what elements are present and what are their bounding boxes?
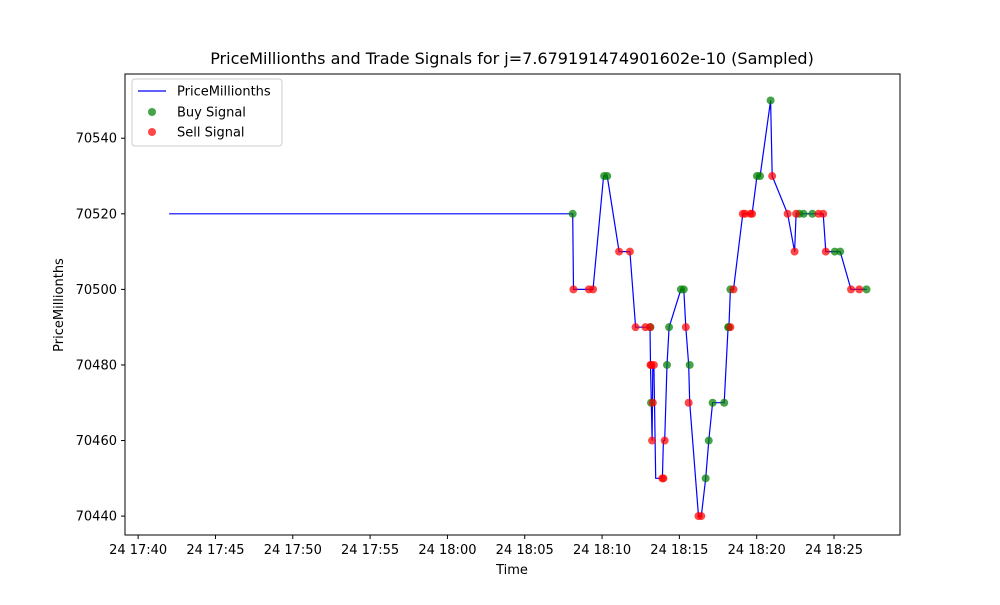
buy-signal-point xyxy=(665,323,674,332)
plot-frame xyxy=(124,73,901,536)
buy-signal-point xyxy=(685,360,694,369)
sell-signal-point xyxy=(821,247,830,256)
sell-signal-point xyxy=(649,360,658,369)
x-tick-label: 24 17:45 xyxy=(186,543,244,558)
buy-signal-point xyxy=(568,209,577,218)
legend-dot-swatch xyxy=(148,108,156,116)
price-line xyxy=(169,100,867,517)
buy-signal-point xyxy=(756,172,765,181)
buy-signal-point xyxy=(720,398,729,407)
sell-signal-point xyxy=(790,247,799,256)
x-tick-label: 24 18:10 xyxy=(573,543,631,558)
y-tick-label: 70520 xyxy=(76,207,117,222)
sell-signal-point xyxy=(569,285,578,294)
legend-dot-swatch xyxy=(148,128,156,136)
sell-signal-point xyxy=(819,209,828,218)
buy-signal-point xyxy=(808,209,817,218)
sell-signal-point xyxy=(589,285,598,294)
x-tick-label: 24 17:55 xyxy=(341,543,399,558)
sell-signal-point xyxy=(847,285,856,294)
buy-signal-point xyxy=(708,398,717,407)
x-tick-label: 24 18:00 xyxy=(418,543,476,558)
y-tick-label: 70500 xyxy=(76,283,117,298)
buy-signal-point xyxy=(663,360,672,369)
y-axis-label: PriceMillionths xyxy=(52,258,67,352)
y-tick-label: 70460 xyxy=(76,434,117,449)
x-tick-label: 24 18:05 xyxy=(496,543,554,558)
x-tick-label: 24 18:15 xyxy=(650,543,708,558)
buy-signal-point xyxy=(679,285,688,294)
buy-signal-point xyxy=(799,209,808,218)
sell-signal-point xyxy=(855,285,864,294)
sell-signal-point xyxy=(648,436,657,445)
sell-signal-point xyxy=(625,247,634,256)
buy-signal-point xyxy=(603,172,612,181)
sell-signal-point xyxy=(748,209,757,218)
buy-signal-point xyxy=(701,474,710,483)
chart-title: PriceMillionths and Trade Signals for j=… xyxy=(210,49,814,68)
sell-signal-point xyxy=(660,436,669,445)
sell-signal-point xyxy=(697,512,706,521)
x-axis-label: Time xyxy=(495,563,528,578)
sell-signal-point xyxy=(646,323,654,332)
x-tick-label: 24 18:25 xyxy=(805,543,863,558)
sell-signal-point xyxy=(684,398,693,407)
buy-signal-point xyxy=(836,247,845,256)
chart-legend: PriceMillionths Buy Signal Sell Signal xyxy=(131,78,283,147)
y-tick-label: 70440 xyxy=(76,510,117,525)
sell-signal-point xyxy=(631,323,640,332)
buy-signal-point xyxy=(704,436,713,445)
sell-signal-point xyxy=(615,247,624,256)
sell-signal-point xyxy=(792,209,801,218)
sell-signal-point xyxy=(681,323,690,332)
sell-signal-point xyxy=(659,474,668,483)
sell-signal-point xyxy=(648,398,657,407)
legend-label: Sell Signal xyxy=(177,126,245,141)
x-tick-label: 24 17:40 xyxy=(109,543,167,558)
legend-label: Buy Signal xyxy=(177,106,246,121)
x-tick-label: 24 18:20 xyxy=(728,543,786,558)
sell-signal-point xyxy=(729,285,738,294)
buy-signal-point xyxy=(766,96,775,105)
sell-signal-point xyxy=(726,323,735,332)
buy-signal-point xyxy=(862,285,871,294)
sell-signal-point xyxy=(783,209,792,218)
sell-signal-point xyxy=(768,172,777,181)
legend-label: PriceMillionths xyxy=(177,85,271,100)
y-tick-label: 70540 xyxy=(76,132,117,147)
x-tick-label: 24 17:50 xyxy=(264,543,322,558)
y-tick-label: 70480 xyxy=(76,358,117,373)
legend-box xyxy=(131,78,283,147)
